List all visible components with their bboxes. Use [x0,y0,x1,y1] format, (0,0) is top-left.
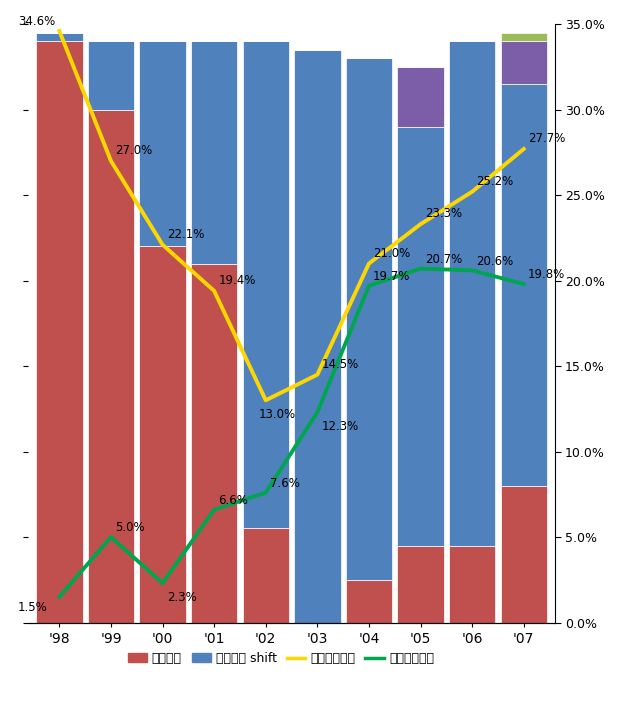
Text: 34.6%: 34.6% [18,15,55,28]
Bar [88,109,134,623]
Text: 20.7%: 20.7% [425,253,462,266]
Text: 23.3%: 23.3% [425,207,462,220]
Text: 20.6%: 20.6% [476,254,513,268]
Text: 2.3%: 2.3% [167,592,197,604]
Bar [346,59,392,580]
Bar [500,486,547,623]
Text: 13.0%: 13.0% [259,408,296,421]
Bar [449,546,495,623]
Bar [140,41,186,246]
Text: 5.0%: 5.0% [115,521,144,534]
Text: 27.7%: 27.7% [528,132,565,145]
Text: 12.3%: 12.3% [322,420,359,434]
Bar [191,263,237,623]
Text: 19.8%: 19.8% [528,268,565,281]
Bar [397,546,444,623]
Bar [397,67,444,127]
Bar [294,50,340,623]
Bar [36,41,82,623]
Bar [500,41,547,84]
Legend: 장기전세, 장기전세 shift, 공공임대비율, 국민임대비율: 장기전세, 장기전세 shift, 공공임대비율, 국민임대비율 [123,647,439,670]
Bar [36,33,82,41]
Text: 1.5%: 1.5% [18,601,48,614]
Text: 21.0%: 21.0% [373,247,410,260]
Bar [88,41,134,109]
Bar [449,41,495,546]
Bar [242,529,289,623]
Bar [140,247,186,623]
Bar [500,84,547,486]
Bar [346,580,392,623]
Bar [242,41,289,529]
Text: 7.6%: 7.6% [270,477,300,490]
Bar [191,41,237,263]
Text: 19.4%: 19.4% [218,274,255,287]
Text: 6.6%: 6.6% [218,494,248,507]
Text: 27.0%: 27.0% [115,144,153,157]
Bar [397,127,444,546]
Text: 25.2%: 25.2% [476,175,513,188]
Text: 19.7%: 19.7% [373,270,410,283]
Text: 14.5%: 14.5% [322,357,359,370]
Bar [500,33,547,41]
Text: 22.1%: 22.1% [167,228,204,241]
